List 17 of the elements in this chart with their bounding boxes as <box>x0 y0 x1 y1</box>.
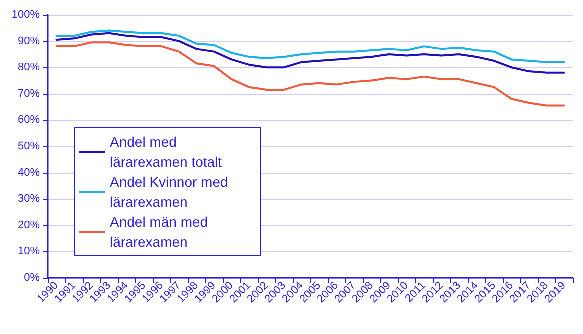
y-tick-label: 80% <box>18 62 40 74</box>
y-tick-label: 10% <box>18 246 40 258</box>
legend-label: Andel män med lärarexamen <box>110 214 212 250</box>
y-tick-label: 90% <box>18 35 40 48</box>
line-series <box>56 32 566 74</box>
y-tick-label: 0% <box>24 272 40 284</box>
y-tick-label: 50% <box>18 140 40 152</box>
y-tick-label: 40% <box>18 166 40 179</box>
y-tick-label: 60% <box>18 114 40 126</box>
y-tick-label: 30% <box>18 193 40 206</box>
y-tick-label: 20% <box>18 219 40 232</box>
legend-label: Andel Kvinnor med lärarexamen <box>110 174 232 210</box>
legend-label: Andel med lärarexamen totalt <box>110 134 222 170</box>
y-tick-label: 100% <box>12 9 40 21</box>
line-series <box>56 30 566 64</box>
line-series <box>56 42 566 107</box>
y-tick-label: 70% <box>18 88 40 100</box>
